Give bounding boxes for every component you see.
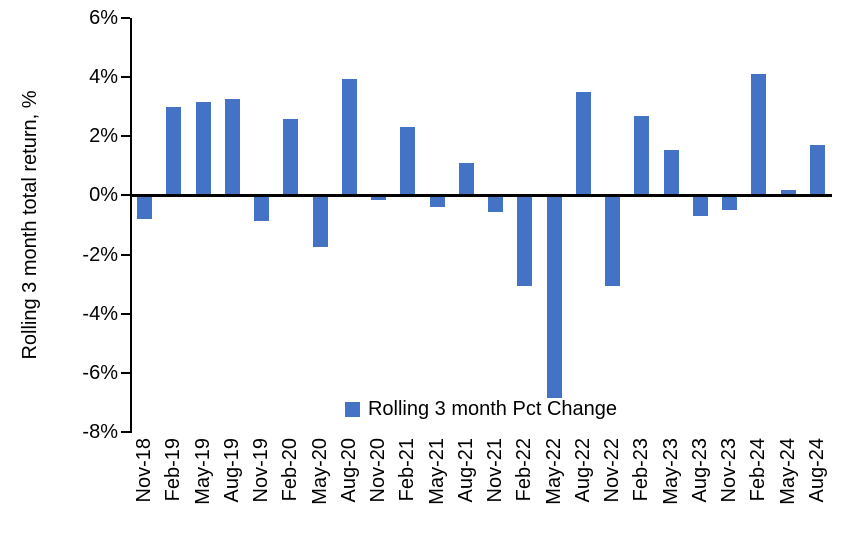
x-tick-label: Nov-19 [250,438,273,503]
bar-May-23 [663,149,679,196]
bar-Aug-22 [575,91,591,196]
y-tick-mark [121,194,130,197]
bar-Feb-21 [400,127,416,196]
bar-May-20 [312,195,328,248]
bar-Feb-20 [283,118,299,196]
y-tick-label: 6% [89,7,118,29]
x-tick-label: May-20 [308,438,331,505]
y-tick-label: 0% [89,184,118,207]
bar-Aug-24 [809,145,825,196]
y-tick-label: -6% [82,361,118,384]
bar-Feb-24 [751,74,767,196]
bar-May-22 [546,195,562,398]
x-tick-label: Nov-21 [484,438,507,503]
bar-Aug-23 [692,195,708,217]
x-tick-label: Feb-24 [747,438,770,502]
legend-label: Rolling 3 month Pct Change [367,398,618,420]
bar-Feb-22 [517,195,533,286]
x-tick-label: May-24 [776,438,799,505]
bar-Nov-19 [254,195,270,221]
y-tick-label: 4% [89,66,118,89]
x-tick-label: Feb-21 [396,438,419,502]
x-tick-label: May-19 [191,438,214,505]
x-tick-label: Aug-22 [571,438,594,503]
x-tick-label: May-22 [542,438,565,505]
bar-Feb-19 [166,106,182,196]
x-tick-label: May-21 [425,438,448,505]
bar-Aug-20 [341,78,357,196]
bar-Feb-23 [634,115,650,196]
x-tick-label: Aug-23 [688,438,711,503]
y-tick-mark [121,76,130,79]
bar-Nov-21 [488,195,504,212]
x-tick-label: Aug-19 [220,438,243,503]
y-tick-mark [121,253,130,256]
legend: Rolling 3 month Pct Change [130,398,832,421]
y-tick-mark [121,371,130,374]
x-tick-label: Nov-23 [718,438,741,503]
x-tick-label: Feb-20 [279,438,302,502]
y-tick-mark [121,312,130,315]
bar-Nov-22 [605,195,621,286]
y-axis-line [130,18,132,433]
y-tick-label: -2% [82,243,118,266]
legend-swatch [344,402,360,417]
y-tick-label: 2% [89,125,118,148]
x-tick-label: Aug-24 [805,438,828,503]
bar-May-19 [195,102,211,196]
x-tick-label: Nov-20 [367,438,390,503]
y-tick-label: -4% [82,302,118,325]
x-tick-label: Aug-21 [454,438,477,503]
bar-May-24 [780,189,796,196]
bar-Nov-20 [371,195,387,200]
zero-axis-line [130,193,832,197]
bar-May-21 [429,195,445,208]
x-tick-label: Nov-22 [601,438,624,503]
bar-Aug-21 [458,162,474,196]
bar-Nov-18 [137,195,153,220]
x-tick-label: May-23 [659,438,682,505]
x-tick-label: Aug-20 [337,438,360,503]
x-tick-label: Feb-19 [162,438,185,502]
bar-Aug-19 [224,99,240,196]
y-tick-mark [121,431,130,433]
y-tick-mark [121,17,130,19]
y-tick-mark [121,135,130,138]
x-tick-label: Nov-18 [133,438,156,503]
x-tick-label: Feb-23 [630,438,653,502]
y-tick-label: -8% [82,421,118,443]
x-tick-label: Feb-22 [513,438,536,502]
bar-Nov-23 [722,195,738,211]
